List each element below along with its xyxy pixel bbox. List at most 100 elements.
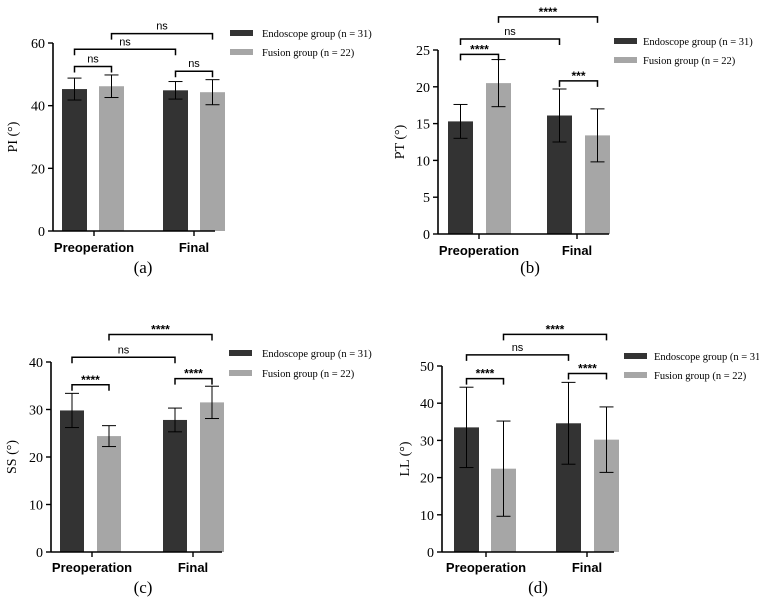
legend-label: Fusion group (n = 22) bbox=[262, 369, 355, 380]
y-tick-label: 40 bbox=[420, 397, 434, 412]
y-tick-label: 20 bbox=[29, 451, 43, 466]
significance-bracket bbox=[465, 377, 505, 385]
significance-bracket bbox=[567, 372, 608, 380]
y-tick-label: 0 bbox=[423, 228, 430, 243]
panel-b: 0 5 10 15 20 25 Preoperation Final PT (°) (b) Endo… bbox=[393, 5, 753, 277]
panel-c: 0 10 20 30 40 Preoperation Final SS (°) (c) Endos… bbox=[5, 322, 372, 597]
significance-label: ns bbox=[156, 21, 168, 33]
significance-label: **** bbox=[151, 322, 170, 336]
y-tick-label: 10 bbox=[416, 154, 430, 169]
panel-label: (a) bbox=[134, 258, 153, 277]
significance-bracket bbox=[497, 16, 599, 23]
significance-bracket bbox=[71, 356, 176, 364]
significance-bracket bbox=[73, 65, 113, 73]
significance-label: ns bbox=[512, 342, 524, 354]
legend-label: Endoscope group (n = 31) bbox=[262, 29, 372, 40]
y-tick-label: 30 bbox=[420, 434, 434, 449]
legend-label: Fusion group (n = 22) bbox=[262, 48, 355, 59]
panel-label: (b) bbox=[520, 258, 540, 277]
y-tick-label: 20 bbox=[31, 162, 45, 177]
legend-label: Fusion group (n = 22) bbox=[654, 371, 747, 382]
bar-endoscope-preoperation bbox=[60, 410, 84, 552]
legend-swatch bbox=[229, 370, 252, 376]
y-axis-label: LL (°) bbox=[398, 441, 413, 476]
significance-bracket bbox=[110, 32, 214, 40]
y-tick-label: 60 bbox=[31, 37, 45, 52]
y-tick-label: 30 bbox=[29, 404, 43, 419]
y-axis-label: PT (°) bbox=[393, 124, 408, 159]
bar-fusion-final bbox=[200, 402, 224, 552]
significance-label: **** bbox=[81, 373, 100, 387]
y-tick-label: 5 bbox=[423, 191, 430, 206]
significance-bracket bbox=[459, 38, 561, 45]
x-category-label: Final bbox=[562, 243, 592, 258]
y-tick-label: 25 bbox=[416, 44, 430, 59]
significance-label: *** bbox=[571, 69, 585, 83]
y-tick-label: 40 bbox=[31, 100, 45, 115]
panel-a: 0 20 40 60 Preoperation Final PI (°) (a) Endosco… bbox=[6, 21, 372, 277]
x-category-label: Final bbox=[178, 560, 208, 575]
y-axis-label: SS (°) bbox=[5, 440, 20, 474]
legend-label: Endoscope group (n = 31) bbox=[262, 349, 372, 360]
legend-label: Endoscope group (n = 31) bbox=[654, 352, 759, 363]
significance-label: **** bbox=[476, 367, 495, 381]
x-category-label: Preoperation bbox=[439, 243, 519, 258]
y-tick-label: 0 bbox=[38, 225, 45, 240]
significance-bracket bbox=[174, 70, 214, 78]
significance-label: ns bbox=[119, 36, 131, 48]
significance-label: ns bbox=[87, 54, 99, 66]
y-tick-label: 0 bbox=[36, 546, 43, 561]
x-category-label: Preoperation bbox=[52, 560, 132, 575]
bar-fusion-final bbox=[200, 92, 225, 232]
y-axis-label: PI (°) bbox=[6, 121, 21, 152]
significance-bracket bbox=[459, 53, 500, 61]
legend-label: Endoscope group (n = 31) bbox=[643, 37, 753, 48]
panel-label: (c) bbox=[134, 578, 153, 597]
legend-label: Fusion group (n = 22) bbox=[643, 56, 736, 67]
bar-fusion-preoperation bbox=[97, 436, 121, 552]
y-tick-label: 10 bbox=[420, 509, 434, 524]
y-tick-label: 10 bbox=[29, 499, 43, 514]
panel-d: 0 10 20 30 40 50 Preoperation Final LL (°) (d) End… bbox=[398, 322, 759, 597]
y-tick-label: 0 bbox=[427, 546, 434, 561]
bar-endoscope-final bbox=[163, 90, 188, 232]
legend-swatch bbox=[229, 350, 252, 356]
significance-bracket bbox=[71, 384, 110, 391]
legend-swatch bbox=[614, 38, 637, 44]
significance-label: **** bbox=[539, 5, 558, 19]
significance-bracket bbox=[174, 377, 213, 385]
x-category-label: Preoperation bbox=[446, 560, 526, 575]
y-tick-label: 20 bbox=[420, 472, 434, 487]
significance-bracket bbox=[108, 333, 213, 341]
legend-swatch bbox=[230, 30, 253, 36]
legend-swatch bbox=[230, 49, 253, 55]
y-tick-label: 20 bbox=[416, 81, 430, 96]
x-category-label: Preoperation bbox=[54, 240, 134, 255]
legend-swatch bbox=[624, 353, 647, 359]
significance-label: **** bbox=[470, 42, 489, 56]
significance-bracket bbox=[502, 333, 608, 341]
panel-label: (d) bbox=[528, 578, 548, 597]
significance-bracket bbox=[73, 48, 177, 56]
bar-fusion-preoperation bbox=[99, 86, 124, 232]
y-tick-label: 40 bbox=[29, 356, 43, 371]
legend-swatch bbox=[624, 372, 647, 378]
significance-label: **** bbox=[578, 361, 597, 375]
bar-endoscope-final bbox=[163, 419, 187, 552]
significance-label: **** bbox=[546, 322, 565, 336]
significance-label: ns bbox=[504, 26, 516, 38]
significance-label: ns bbox=[188, 58, 200, 70]
bar-endoscope-preoperation bbox=[62, 89, 87, 231]
bar-fusion-preoperation bbox=[486, 83, 511, 235]
y-tick-label: 50 bbox=[420, 360, 434, 375]
y-tick-label: 15 bbox=[416, 118, 430, 133]
x-category-label: Final bbox=[572, 560, 602, 575]
legend-swatch bbox=[614, 57, 637, 63]
significance-label: **** bbox=[184, 367, 203, 381]
significance-bracket bbox=[465, 354, 570, 361]
significance-label: ns bbox=[118, 344, 130, 356]
x-category-label: Final bbox=[179, 240, 209, 255]
bar-endoscope-preoperation bbox=[448, 121, 473, 234]
significance-bracket bbox=[558, 80, 599, 87]
